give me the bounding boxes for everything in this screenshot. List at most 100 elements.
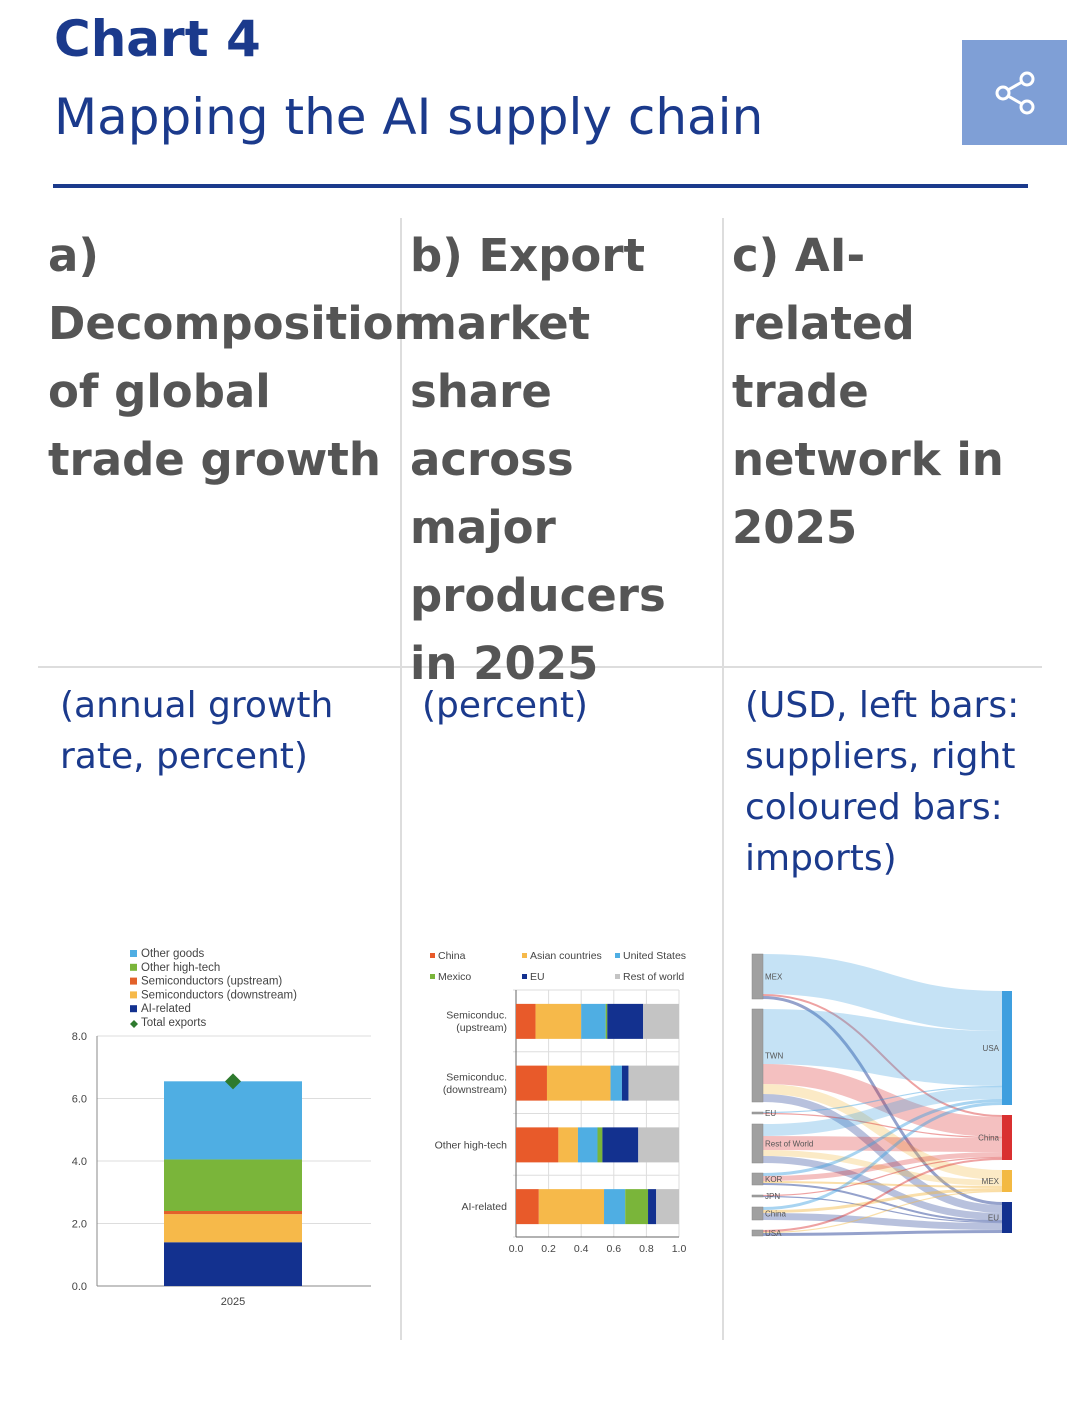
title-rule bbox=[53, 184, 1028, 188]
legend-label: Other high-tech bbox=[141, 962, 220, 974]
bar-segment-semiconductors-upstream- bbox=[164, 1211, 302, 1215]
panel-c-heading: c) AI-related trade network in 2025 bbox=[732, 229, 1004, 554]
flow-kor-to-eu bbox=[762, 1183, 1003, 1222]
target-node-label: USA bbox=[983, 1044, 1000, 1053]
y-tick-label: 4.0 bbox=[72, 1156, 87, 1168]
source-node-label: Rest of World bbox=[765, 1140, 813, 1149]
legend-swatch bbox=[615, 953, 620, 958]
bar-segment bbox=[625, 1189, 649, 1225]
flow-rest-of-world-to-mex bbox=[762, 1150, 1003, 1186]
legend-swatch bbox=[130, 1005, 137, 1013]
bar-segment bbox=[610, 1065, 622, 1101]
target-node bbox=[1002, 991, 1012, 1105]
legend-label: Mexico bbox=[438, 971, 471, 983]
bar-segment bbox=[643, 1003, 679, 1039]
legend-label: AI-related bbox=[141, 1003, 191, 1015]
source-node bbox=[751, 1229, 764, 1237]
flow-kor-to-usa bbox=[762, 1099, 1003, 1176]
source-node bbox=[751, 1008, 764, 1103]
flow-usa-to-mex bbox=[762, 1190, 1003, 1234]
legend-swatch bbox=[130, 991, 137, 999]
bar-segment bbox=[558, 1127, 578, 1163]
legend-swatch bbox=[615, 974, 620, 979]
chart-title: Mapping the AI supply chain bbox=[54, 88, 764, 146]
bar-segment-semiconductors-downstream- bbox=[164, 1214, 302, 1243]
bar-segment bbox=[656, 1189, 679, 1225]
source-node bbox=[751, 1172, 764, 1186]
legend-label: Asian countries bbox=[530, 950, 602, 962]
category-label: Semiconduc. bbox=[446, 1010, 507, 1022]
source-node bbox=[751, 1206, 764, 1221]
source-node-label: USA bbox=[765, 1229, 782, 1238]
flow-mex-to-china bbox=[762, 994, 1003, 1117]
bar-segment-ai-related bbox=[164, 1242, 302, 1286]
legend-swatch bbox=[130, 977, 137, 985]
legend-label: Other goods bbox=[141, 948, 205, 960]
bar-segment bbox=[516, 1189, 539, 1225]
bar-segment bbox=[516, 1127, 559, 1163]
target-node-label: EU bbox=[988, 1214, 999, 1223]
bar-segment bbox=[516, 1065, 547, 1101]
share-icon bbox=[995, 71, 1034, 114]
panel-a-heading: a) Decomposition of global trade growth bbox=[48, 229, 426, 486]
category-label: Other high-tech bbox=[435, 1139, 508, 1151]
column-divider bbox=[722, 218, 724, 1340]
x-tick-label: 0.8 bbox=[639, 1243, 654, 1255]
bar-segment bbox=[597, 1127, 603, 1163]
row-divider bbox=[38, 666, 1042, 668]
bar-segment bbox=[628, 1065, 679, 1101]
target-node bbox=[1002, 1202, 1012, 1233]
target-node bbox=[1002, 1170, 1012, 1192]
source-node bbox=[751, 1111, 764, 1115]
legend-label: Rest of world bbox=[623, 971, 684, 983]
bar-segment-other-goods bbox=[164, 1081, 302, 1160]
bar-segment bbox=[581, 1003, 606, 1039]
source-node-label: KOR bbox=[765, 1175, 783, 1184]
panel-c-unit: (USD, left bars: suppliers, right colour… bbox=[745, 685, 1020, 879]
legend-label: Semiconductors (upstream) bbox=[141, 976, 282, 988]
legend-swatch bbox=[522, 974, 527, 979]
source-node-label: TWN bbox=[765, 1052, 783, 1061]
category-label: Semiconduc. bbox=[446, 1071, 507, 1083]
bar-segment bbox=[605, 1003, 608, 1039]
flow-twn-to-mex bbox=[762, 1084, 1003, 1180]
legend-swatch bbox=[130, 963, 137, 971]
panel-b-unit: (percent) bbox=[422, 685, 588, 726]
share-button[interactable] bbox=[962, 40, 1067, 145]
bar-segment bbox=[546, 1065, 611, 1101]
flow-mex-to-eu bbox=[762, 996, 1003, 1205]
source-node-label: MEX bbox=[765, 973, 783, 982]
y-tick-label: 2.0 bbox=[72, 1219, 87, 1231]
legend-swatch bbox=[430, 953, 435, 958]
bar-segment bbox=[535, 1003, 582, 1039]
legend-label: EU bbox=[530, 971, 545, 983]
source-node bbox=[751, 953, 764, 1000]
bar-segment bbox=[602, 1127, 639, 1163]
legend-marker bbox=[130, 1020, 138, 1028]
category-label: AI-related bbox=[461, 1201, 507, 1213]
total-exports-marker bbox=[225, 1073, 241, 1090]
panel-a-unit: (annual growth rate, percent) bbox=[60, 685, 334, 777]
target-node-label: China bbox=[978, 1134, 999, 1143]
bar-segment bbox=[604, 1189, 626, 1225]
legend-label: China bbox=[438, 950, 466, 962]
y-tick-label: 6.0 bbox=[72, 1094, 87, 1106]
bar-segment bbox=[648, 1189, 657, 1225]
x-tick-label: 0.6 bbox=[606, 1243, 621, 1255]
flow-eu-to-usa bbox=[762, 1085, 1003, 1114]
flow-china-to-eu bbox=[762, 1213, 1003, 1230]
bar-segment bbox=[538, 1189, 605, 1225]
panel-b-heading: b) Export market share across major prod… bbox=[410, 229, 666, 690]
source-node bbox=[751, 1123, 764, 1164]
bar-segment bbox=[638, 1127, 679, 1163]
target-node-label: MEX bbox=[982, 1177, 1000, 1186]
source-node bbox=[751, 1194, 764, 1198]
flow-twn-to-usa bbox=[762, 1009, 1003, 1086]
x-tick-label: 2025 bbox=[221, 1296, 245, 1308]
legend-label: Semiconductors (downstream) bbox=[141, 989, 297, 1001]
flow-rest-of-world-to-usa bbox=[762, 1087, 1003, 1136]
bar-segment bbox=[516, 1003, 536, 1039]
category-label: (upstream) bbox=[456, 1022, 507, 1034]
column-divider bbox=[400, 218, 402, 1340]
